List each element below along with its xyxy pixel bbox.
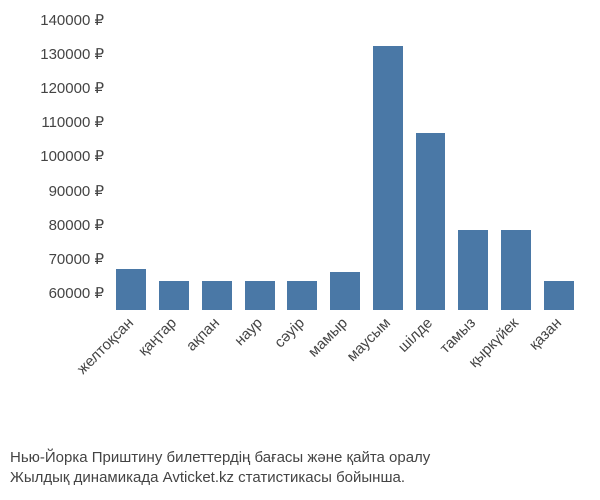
y-tick-label: 130000 ₽ bbox=[40, 45, 104, 63]
bar-slot bbox=[153, 20, 196, 310]
bar bbox=[458, 230, 488, 310]
bar-slot bbox=[195, 20, 238, 310]
y-tick-label: 90000 ₽ bbox=[49, 182, 104, 200]
y-tick-label: 110000 ₽ bbox=[41, 113, 104, 131]
bar bbox=[159, 281, 189, 310]
bar bbox=[544, 281, 574, 310]
x-tick-label: ақпан bbox=[183, 314, 223, 354]
y-tick-label: 70000 ₽ bbox=[49, 250, 104, 268]
x-tick-label: желтоқсан bbox=[74, 314, 137, 377]
y-tick-label: 60000 ₽ bbox=[49, 284, 104, 302]
caption-line-1: Нью-Йорка Приштину билеттердің бағасы жә… bbox=[10, 448, 590, 468]
x-tick-label: қазан bbox=[526, 314, 565, 353]
x-axis-labels: желтоқсанқаңтарақпаннаурсәуірмамырмаусым… bbox=[110, 312, 580, 437]
chart-caption: Нью-Йорка Приштину билеттердің бағасы жә… bbox=[10, 448, 590, 489]
x-tick-label: маусым bbox=[343, 314, 394, 365]
y-tick-label: 140000 ₽ bbox=[40, 11, 104, 29]
x-tick-label: сәуір bbox=[271, 314, 308, 351]
y-axis: 60000 ₽ 70000 ₽ 80000 ₽ 90000 ₽ 100000 ₽ 1100… bbox=[0, 20, 108, 310]
y-tick-label: 120000 ₽ bbox=[40, 79, 104, 97]
price-chart: 60000 ₽ 70000 ₽ 80000 ₽ 90000 ₽ 100000 ₽ 1100… bbox=[0, 0, 600, 500]
bar-slot bbox=[324, 20, 367, 310]
plot-area bbox=[110, 20, 580, 310]
caption-line-2: Жылдық динамикада Avticket.kz статистика… bbox=[10, 468, 590, 488]
bar bbox=[245, 281, 275, 310]
bar-slot bbox=[366, 20, 409, 310]
bar-slot bbox=[537, 20, 580, 310]
bar-slot bbox=[409, 20, 452, 310]
bar-slot bbox=[238, 20, 281, 310]
x-tick-label: наур bbox=[231, 314, 266, 349]
bar bbox=[287, 281, 317, 310]
bar-slot bbox=[110, 20, 153, 310]
x-tick-label: қаңтар bbox=[135, 314, 180, 359]
bar bbox=[501, 230, 531, 310]
y-tick-label: 80000 ₽ bbox=[49, 216, 104, 234]
bar-slot bbox=[452, 20, 495, 310]
y-tick-label: 100000 ₽ bbox=[40, 147, 104, 165]
bar bbox=[202, 281, 232, 310]
bar bbox=[416, 133, 446, 310]
bars-group bbox=[110, 20, 580, 310]
bar bbox=[116, 269, 146, 310]
bar-slot bbox=[495, 20, 538, 310]
x-tick-label: шілде bbox=[395, 314, 436, 355]
bar-slot bbox=[281, 20, 324, 310]
bar bbox=[330, 272, 360, 310]
bar bbox=[373, 46, 403, 310]
